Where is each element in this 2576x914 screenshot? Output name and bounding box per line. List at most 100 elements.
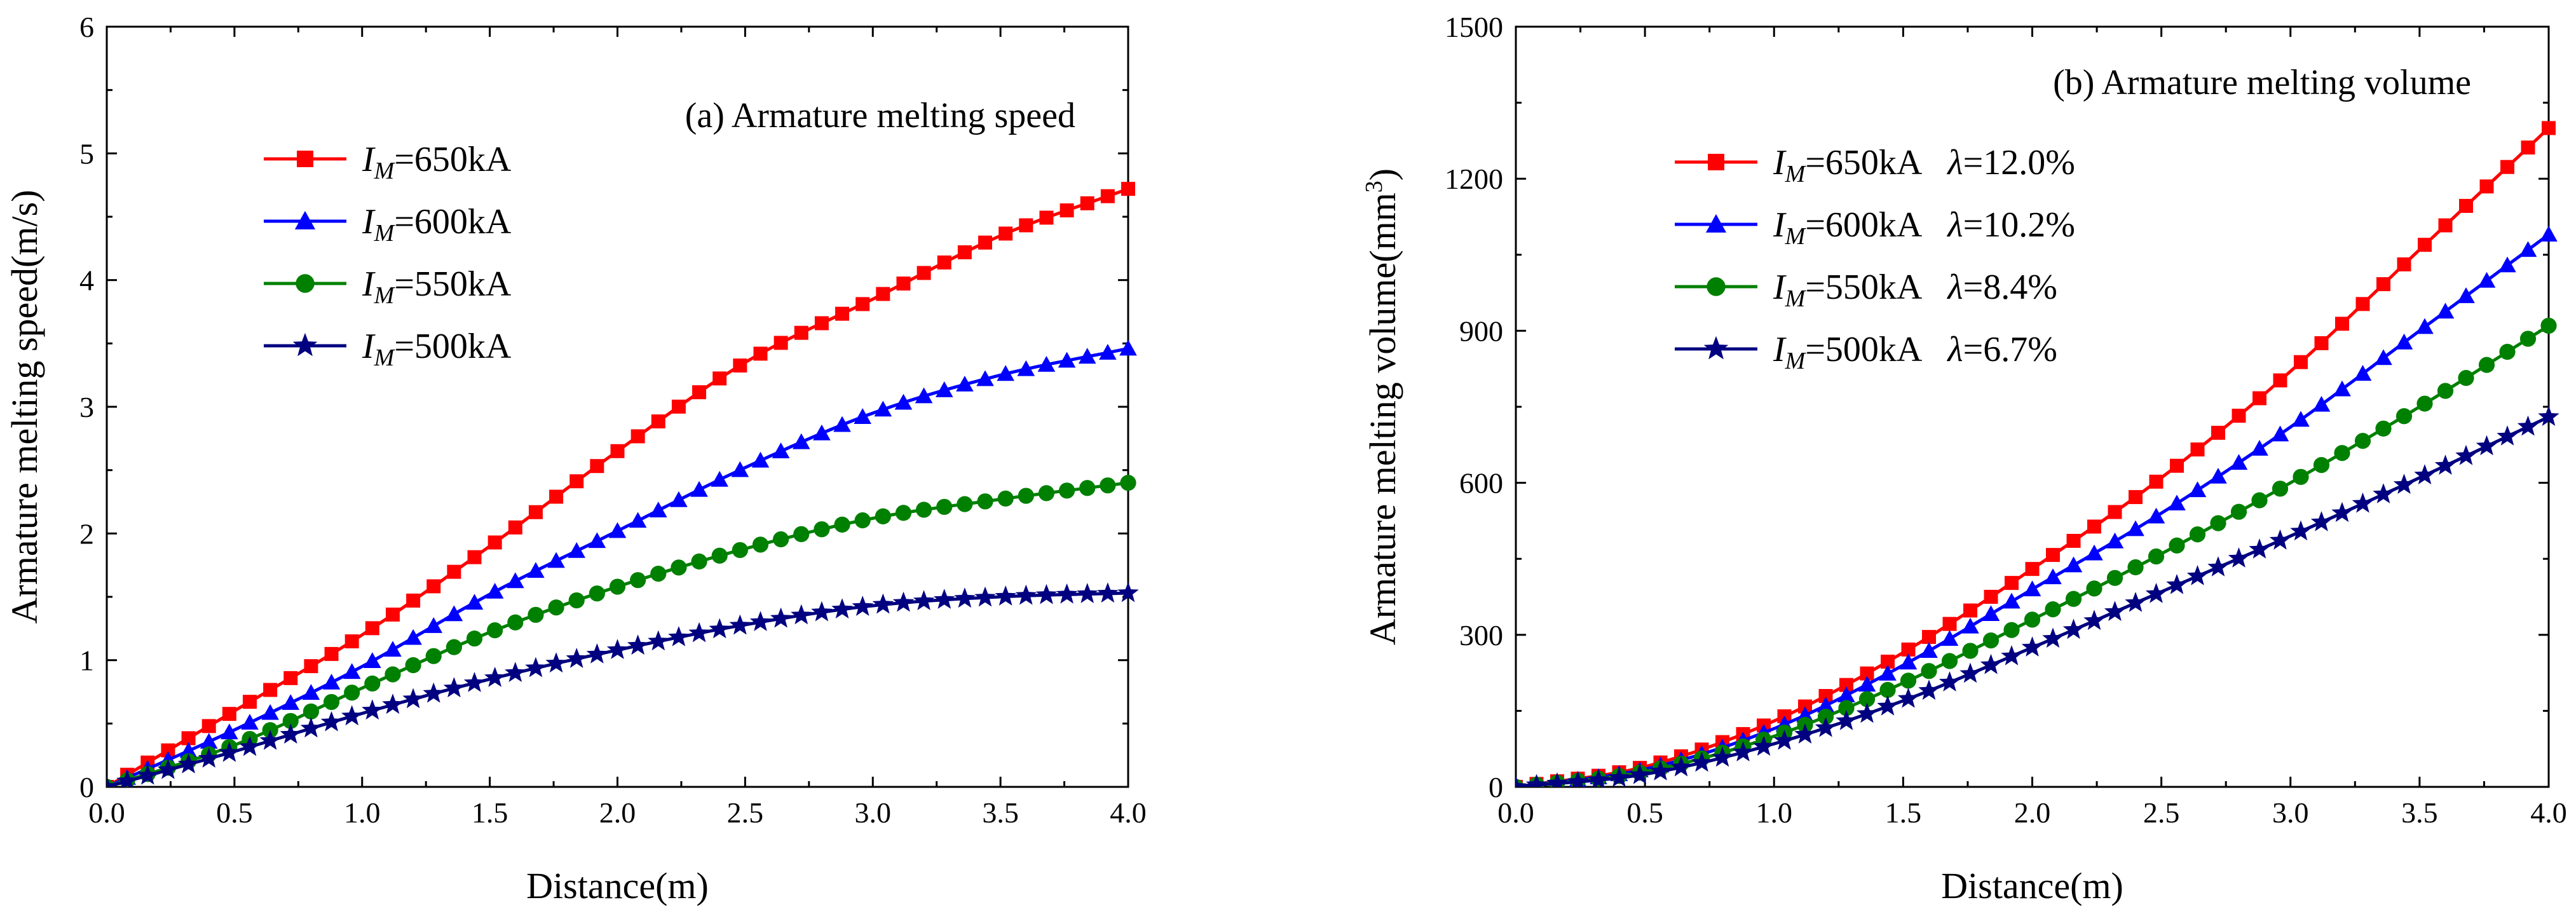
legend-label: IM=500kA (362, 327, 512, 371)
triangle-marker (1099, 344, 1117, 360)
triangle-marker (813, 424, 831, 440)
star-marker (198, 747, 220, 768)
y-axis-title-close: ) (1362, 168, 1403, 181)
x-tick-label: 3.0 (855, 796, 892, 829)
plot-frame (1515, 25, 2550, 788)
circle-marker (2127, 559, 2144, 576)
star-marker (116, 770, 138, 787)
legend-item: IM=650kA λ=12.0% (1675, 143, 2075, 188)
circle-marker (711, 547, 728, 564)
star-marker (709, 618, 730, 639)
triangle-marker (2230, 454, 2248, 470)
square-marker (2459, 198, 2473, 213)
legend-subscript: M (374, 344, 396, 371)
circle-marker (2169, 537, 2185, 554)
star-marker (1918, 679, 1940, 700)
star-marker (913, 590, 935, 610)
star-marker (157, 758, 179, 779)
star-marker (688, 622, 710, 643)
star-marker (2455, 444, 2477, 465)
star-marker (2125, 592, 2146, 612)
square-marker (978, 235, 993, 250)
legend-current: =550kA (394, 264, 512, 304)
triangle-marker (2106, 532, 2124, 549)
triangle-marker (2333, 380, 2351, 397)
star-marker (770, 607, 792, 628)
x-tick-label: 4.0 (1110, 796, 1147, 829)
triangle-marker (1837, 686, 1855, 702)
legend-current: =550kA (1805, 268, 1923, 307)
circle-marker (2437, 383, 2454, 399)
square-marker (1818, 689, 1833, 704)
square-marker (876, 287, 890, 301)
legend-current: =500kA (1805, 330, 1923, 369)
triangle-marker (2251, 440, 2268, 456)
square-marker (2170, 458, 2184, 473)
square-marker (2314, 336, 2329, 350)
x-tick-label: 3.5 (2401, 796, 2438, 829)
square-marker (590, 459, 604, 474)
triangle-marker (261, 704, 279, 720)
legend-subscript: M (1785, 285, 1807, 312)
triangle-marker (2003, 592, 2021, 609)
star-marker (1525, 774, 1548, 787)
square-marker (304, 659, 318, 674)
circle-marker (364, 675, 381, 692)
circle-marker (2499, 343, 2516, 360)
y-tick-label: 300 (1459, 619, 1503, 651)
triangle-marker (649, 501, 667, 518)
circle-marker (1817, 708, 1834, 725)
square-marker (1060, 203, 1074, 217)
series-star-500kA (107, 582, 1139, 787)
star-marker (934, 589, 955, 609)
triangle-marker (2457, 287, 2475, 303)
star-marker (2352, 492, 2374, 513)
square-marker (549, 489, 564, 504)
triangle-marker (833, 416, 851, 432)
triangle-marker (2127, 520, 2144, 536)
square-marker (2335, 317, 2349, 331)
star-marker (1608, 767, 1630, 787)
star-marker (2434, 454, 2457, 475)
circle-marker (773, 531, 789, 548)
star-marker (1117, 582, 1139, 603)
legend-symbol: I (1773, 268, 1787, 307)
square-marker (181, 731, 196, 746)
legend-ratio: =10.2% (1963, 205, 2075, 245)
star-marker (239, 735, 261, 756)
x-tick-label: 3.5 (982, 796, 1019, 829)
circle-marker (282, 713, 299, 729)
star-marker (791, 604, 812, 625)
square-marker (917, 266, 931, 280)
star-marker (1897, 687, 1919, 708)
star-marker (1567, 770, 1589, 787)
legend-subscript: M (1785, 161, 1807, 188)
legend-lambda: λ (1946, 330, 1963, 369)
x-tick-label: 0.0 (1497, 796, 1534, 829)
series-triangle-600kA (1516, 226, 2558, 787)
triangle-marker (1078, 348, 1096, 364)
circle-marker (446, 639, 462, 655)
circle-marker (2458, 370, 2474, 386)
legend-label: IM=550kA λ=8.4% (1773, 268, 2057, 312)
star-marker (1670, 756, 1692, 777)
series-line (107, 346, 1129, 787)
legend-label: IM=550kA (362, 264, 512, 309)
star-marker (1056, 583, 1078, 604)
star-marker (2373, 483, 2394, 503)
legend-subscript: M (374, 220, 396, 247)
y-tick-label: 1500 (1445, 11, 1503, 43)
circle-marker (1900, 672, 1917, 689)
circle-marker (1962, 643, 1979, 659)
circle-marker (466, 630, 483, 647)
triangle-marker (997, 365, 1014, 381)
square-marker (794, 325, 808, 340)
square-marker (1901, 642, 1916, 657)
circle-marker (487, 622, 503, 639)
x-tick-label: 2.0 (2014, 796, 2051, 829)
circle-marker (834, 516, 850, 533)
star-marker (177, 753, 200, 774)
square-marker (1839, 678, 1853, 692)
square-marker (896, 276, 911, 291)
square-marker (222, 707, 236, 721)
